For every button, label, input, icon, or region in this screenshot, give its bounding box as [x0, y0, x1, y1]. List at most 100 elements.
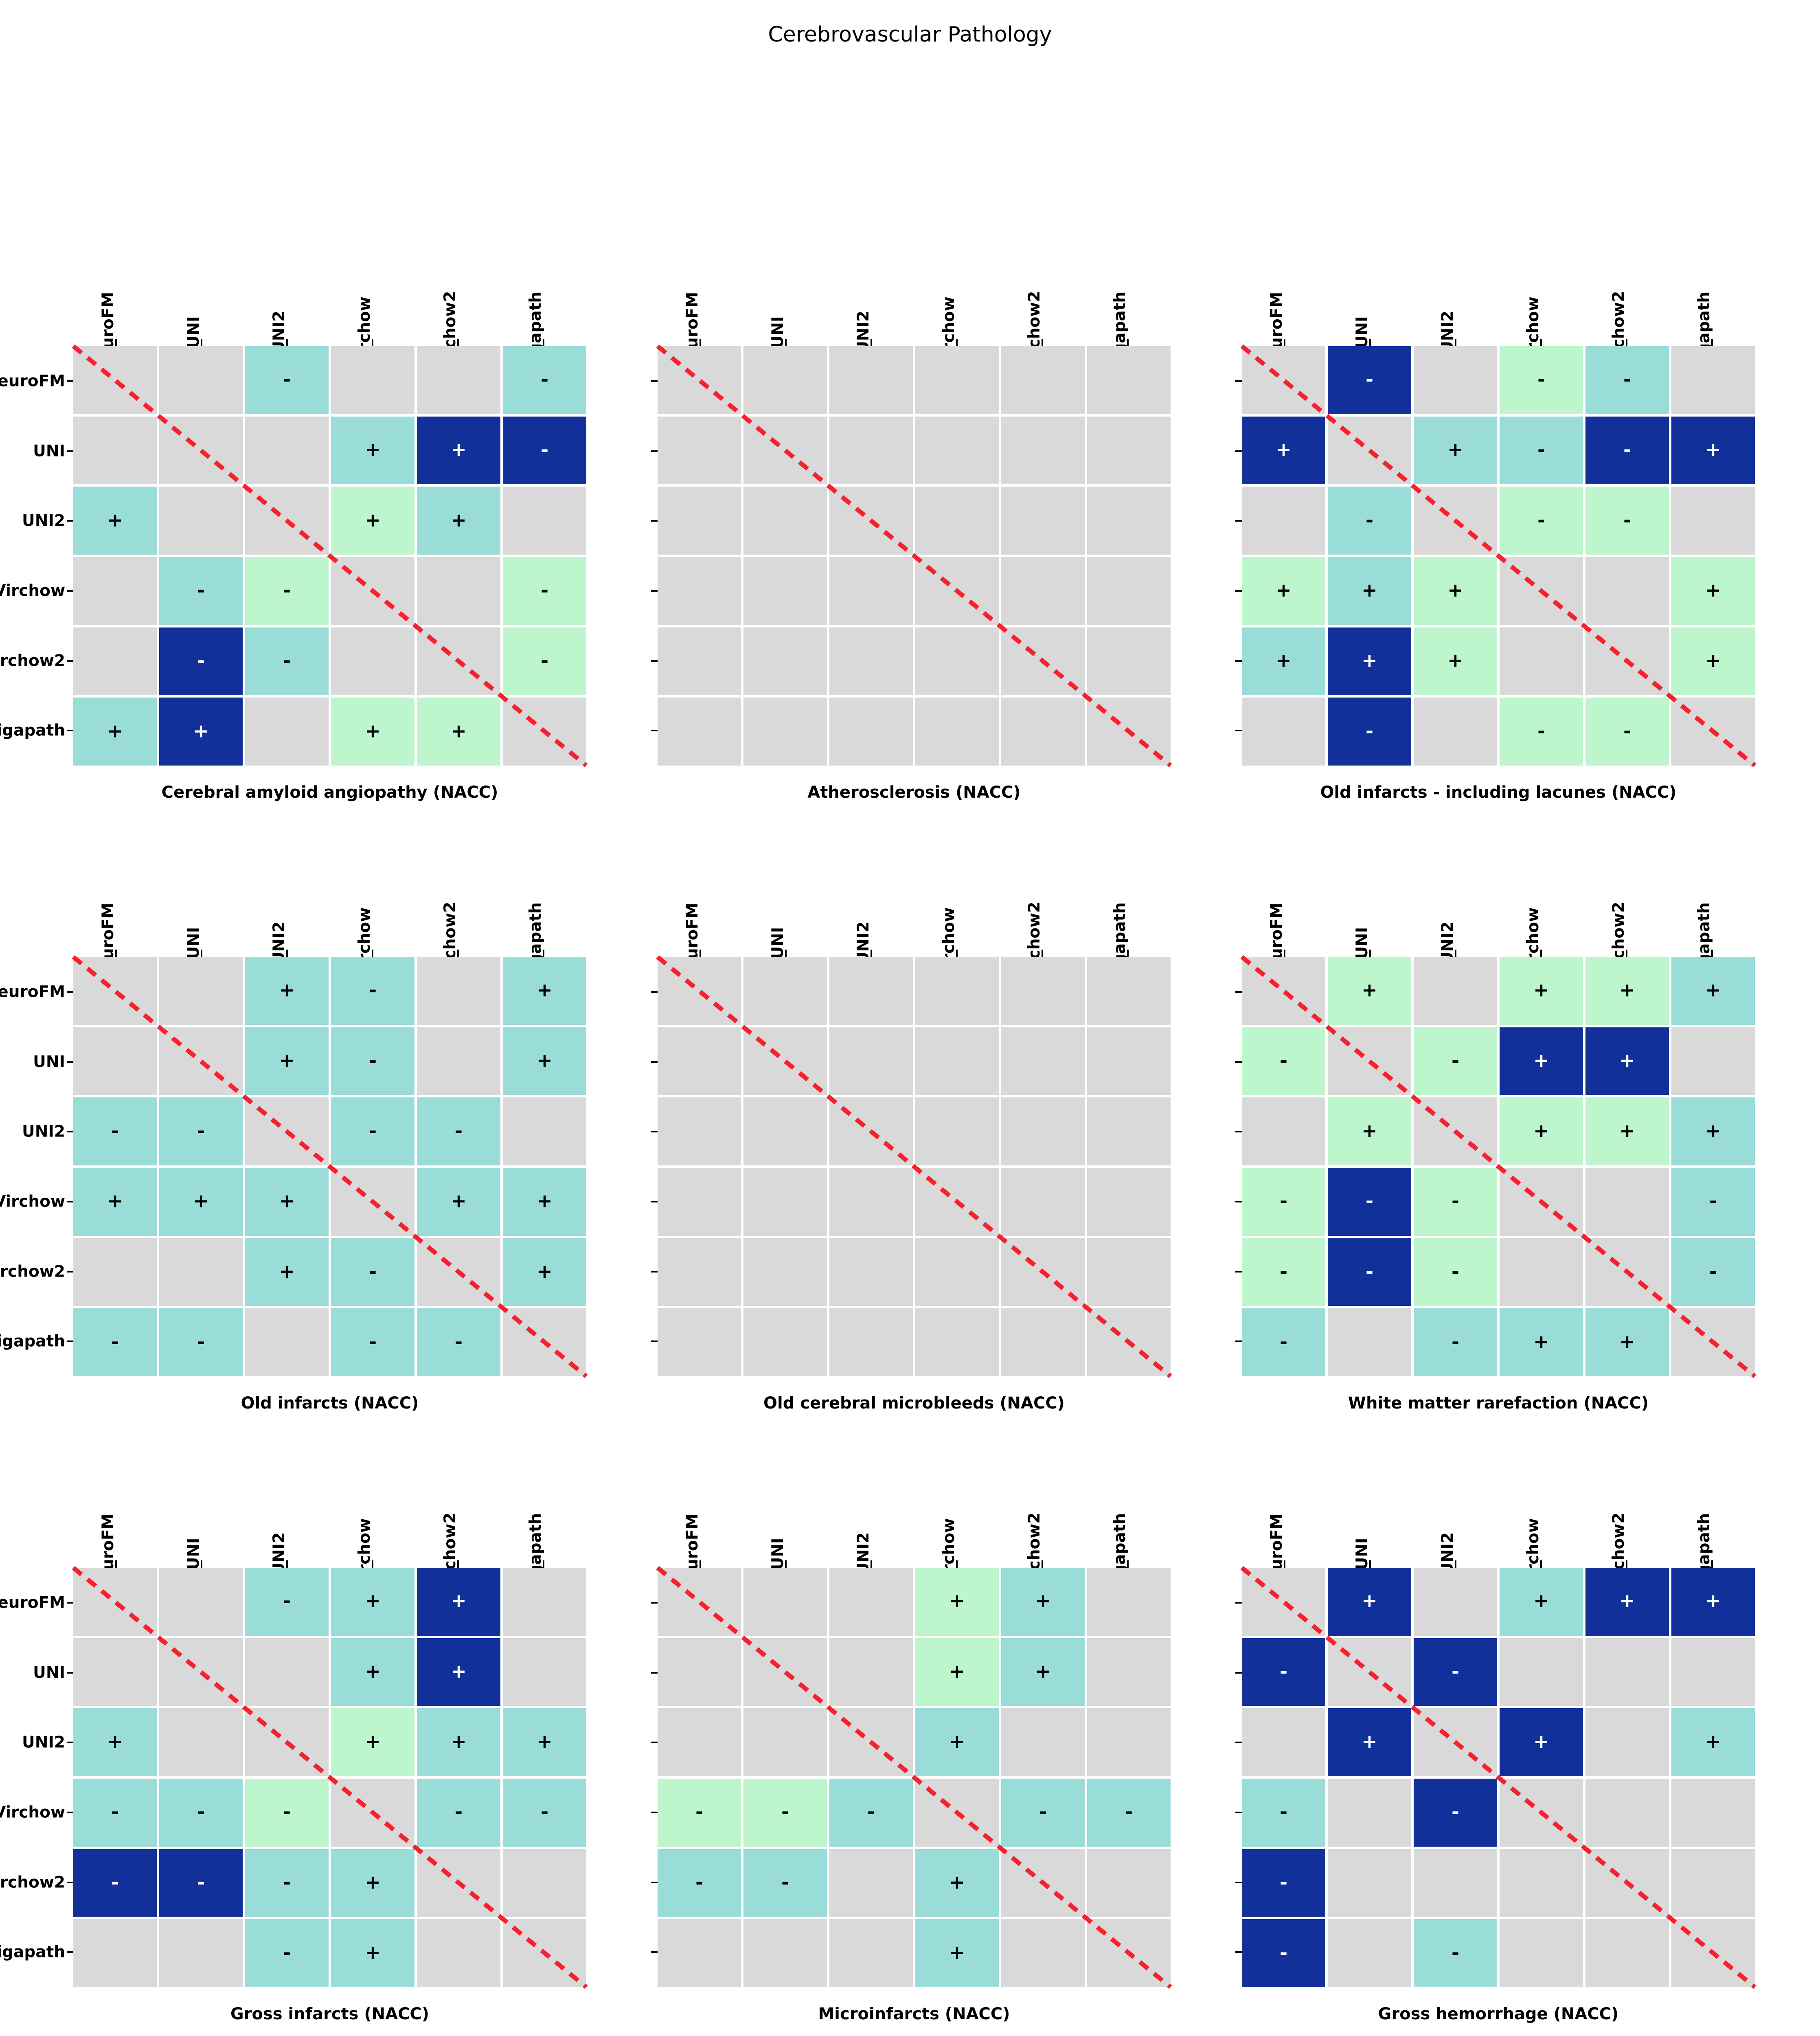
- matrix-cell-diagonal[interactable]: [331, 1779, 414, 1847]
- matrix-cell[interactable]: +: [245, 957, 329, 1025]
- matrix-cell[interactable]: [159, 1708, 243, 1776]
- matrix-cell[interactable]: +: [915, 1708, 999, 1776]
- matrix-cell[interactable]: [1087, 1097, 1171, 1165]
- matrix-cell-diagonal[interactable]: [1242, 957, 1325, 1025]
- matrix-cell[interactable]: +: [1500, 1568, 1583, 1636]
- matrix-cell[interactable]: -: [1328, 1238, 1411, 1306]
- matrix-cell-diagonal[interactable]: [1328, 1638, 1411, 1706]
- matrix-cell[interactable]: +: [417, 1708, 500, 1776]
- matrix-cell-diagonal[interactable]: [1585, 627, 1669, 695]
- matrix-cell[interactable]: [503, 1638, 586, 1706]
- matrix-cell[interactable]: [73, 1919, 157, 1987]
- matrix-cell[interactable]: [658, 1919, 741, 1987]
- matrix-cell[interactable]: +: [1500, 957, 1583, 1025]
- matrix-cell[interactable]: +: [417, 698, 500, 766]
- matrix-cell[interactable]: -: [73, 1097, 157, 1165]
- matrix-cell-diagonal[interactable]: [743, 416, 827, 485]
- matrix-cell[interactable]: [1087, 557, 1171, 625]
- matrix-cell-diagonal[interactable]: [245, 487, 329, 555]
- matrix-cell[interactable]: [159, 957, 243, 1025]
- matrix-cell[interactable]: -: [1001, 1779, 1085, 1847]
- matrix-cell-diagonal[interactable]: [417, 1849, 500, 1917]
- matrix-cell[interactable]: +: [1328, 627, 1411, 695]
- matrix-cell-diagonal[interactable]: [1242, 346, 1325, 414]
- matrix-cell[interactable]: [829, 627, 913, 695]
- matrix-cell[interactable]: [1087, 416, 1171, 485]
- matrix-cell[interactable]: -: [1328, 487, 1411, 555]
- matrix-cell[interactable]: +: [245, 1238, 329, 1306]
- matrix-cell[interactable]: [159, 487, 243, 555]
- matrix-cell[interactable]: -: [245, 1779, 329, 1847]
- matrix-cell[interactable]: -: [1414, 1919, 1497, 1987]
- matrix-cell[interactable]: [1585, 1779, 1669, 1847]
- matrix-cell[interactable]: -: [1328, 1168, 1411, 1236]
- matrix-cell-diagonal[interactable]: [1087, 698, 1171, 766]
- matrix-cell[interactable]: -: [159, 1849, 243, 1917]
- matrix-cell[interactable]: -: [1414, 1168, 1497, 1236]
- matrix-cell-diagonal[interactable]: [73, 1568, 157, 1636]
- matrix-cell[interactable]: +: [1671, 957, 1755, 1025]
- matrix-cell-diagonal[interactable]: [743, 1027, 827, 1095]
- matrix-cell[interactable]: [829, 346, 913, 414]
- matrix-cell[interactable]: [73, 416, 157, 485]
- matrix-cell[interactable]: +: [417, 416, 500, 485]
- matrix-cell-diagonal[interactable]: [1585, 1238, 1669, 1306]
- matrix-cell[interactable]: [417, 957, 500, 1025]
- matrix-cell[interactable]: [1328, 1779, 1411, 1847]
- matrix-cell[interactable]: +: [331, 698, 414, 766]
- matrix-cell[interactable]: +: [1242, 627, 1325, 695]
- matrix-cell[interactable]: +: [1585, 1308, 1669, 1376]
- matrix-cell[interactable]: -: [1671, 1238, 1755, 1306]
- matrix-cell[interactable]: +: [915, 1919, 999, 1987]
- matrix-cell[interactable]: +: [1671, 1568, 1755, 1636]
- matrix-cell[interactable]: [915, 957, 999, 1025]
- matrix-cell[interactable]: [743, 957, 827, 1025]
- matrix-cell[interactable]: [658, 1308, 741, 1376]
- matrix-cell[interactable]: [1001, 1308, 1085, 1376]
- matrix-cell[interactable]: [743, 698, 827, 766]
- matrix-cell[interactable]: [658, 1708, 741, 1776]
- matrix-cell[interactable]: +: [417, 487, 500, 555]
- matrix-cell[interactable]: [829, 1849, 913, 1917]
- matrix-cell[interactable]: +: [73, 1708, 157, 1776]
- matrix-cell[interactable]: -: [1414, 1779, 1497, 1847]
- matrix-cell[interactable]: [915, 1308, 999, 1376]
- matrix-cell[interactable]: -: [1500, 698, 1583, 766]
- matrix-cell[interactable]: [245, 416, 329, 485]
- matrix-cell[interactable]: [245, 1638, 329, 1706]
- matrix-cell[interactable]: [417, 1027, 500, 1095]
- matrix-cell[interactable]: [658, 1238, 741, 1306]
- matrix-cell[interactable]: -: [1328, 346, 1411, 414]
- matrix-cell[interactable]: -: [658, 1849, 741, 1917]
- matrix-cell[interactable]: [743, 1308, 827, 1376]
- matrix-cell[interactable]: +: [1671, 1097, 1755, 1165]
- matrix-cell[interactable]: [73, 1238, 157, 1306]
- matrix-cell[interactable]: -: [331, 1238, 414, 1306]
- matrix-cell[interactable]: [503, 1568, 586, 1636]
- matrix-cell[interactable]: [915, 1097, 999, 1165]
- matrix-cell[interactable]: [1585, 1919, 1669, 1987]
- matrix-cell[interactable]: [1001, 957, 1085, 1025]
- matrix-cell[interactable]: -: [503, 1779, 586, 1847]
- matrix-cell-diagonal[interactable]: [331, 1168, 414, 1236]
- matrix-cell-diagonal[interactable]: [245, 1097, 329, 1165]
- matrix-cell[interactable]: -: [1500, 487, 1583, 555]
- matrix-cell[interactable]: [1500, 1638, 1583, 1706]
- matrix-cell-diagonal[interactable]: [1001, 1849, 1085, 1917]
- matrix-cell[interactable]: +: [1414, 557, 1497, 625]
- matrix-cell[interactable]: [915, 416, 999, 485]
- matrix-cell[interactable]: [1087, 1849, 1171, 1917]
- matrix-cell[interactable]: [503, 1097, 586, 1165]
- matrix-cell[interactable]: +: [1500, 1708, 1583, 1776]
- matrix-cell-diagonal[interactable]: [658, 957, 741, 1025]
- matrix-cell-diagonal[interactable]: [1414, 1097, 1497, 1165]
- matrix-cell-diagonal[interactable]: [915, 557, 999, 625]
- matrix-cell[interactable]: [1001, 487, 1085, 555]
- matrix-cell-diagonal[interactable]: [1001, 627, 1085, 695]
- matrix-cell[interactable]: [658, 1168, 741, 1236]
- matrix-cell[interactable]: -: [658, 1779, 741, 1847]
- matrix-cell-diagonal[interactable]: [658, 1568, 741, 1636]
- matrix-cell[interactable]: [1001, 1027, 1085, 1095]
- matrix-cell[interactable]: +: [1328, 957, 1411, 1025]
- matrix-cell[interactable]: -: [1414, 1308, 1497, 1376]
